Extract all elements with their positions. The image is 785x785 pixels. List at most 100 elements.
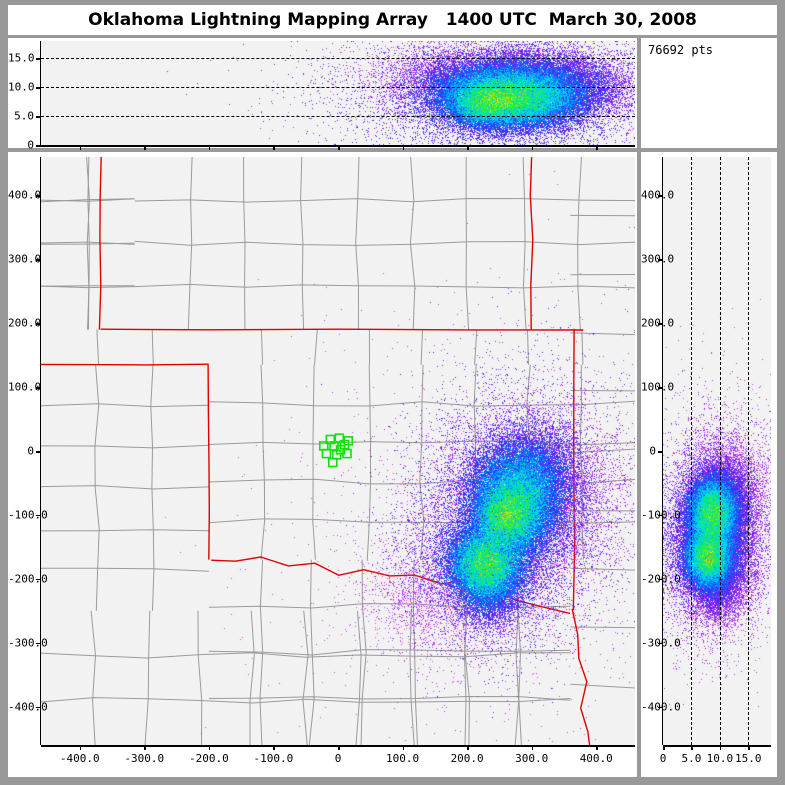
y-axis-line [39,41,41,145]
y-tick [658,387,663,389]
y-tick [658,259,663,261]
y-tick-label: -300.0 [641,636,681,649]
y-tick-label: 400.0 [8,188,42,202]
y-tick-label: -100.0 [641,508,681,521]
y-tick-label: 300.0 [641,252,675,266]
y-tick-label: 10.0 [8,80,35,94]
x-tick [402,745,405,750]
y-tick [658,578,663,581]
y-tick-label: -100.0 [8,508,48,522]
x-tick [531,145,534,150]
x-tick [402,145,405,150]
x-tick [467,145,469,150]
y-tick [36,58,41,60]
y-tick [658,642,663,645]
y-tick-label: 0 [27,444,34,458]
gridline-vertical [691,157,693,745]
y-tick [36,706,41,709]
x-tick [338,145,340,150]
y-tick-label: 200.0 [641,316,675,330]
x-tick-label: -400.0 [59,752,100,765]
x-tick-label: 300.0 [515,752,549,765]
y-tick-label: 100.0 [8,380,42,394]
y-tick-label: 15.0 [8,51,35,65]
y-tick [36,116,41,118]
x-tick [273,145,275,150]
x-tick-label: -100.0 [253,752,294,765]
x-tick-label: 200.0 [450,752,484,765]
gridline-horizontal [41,116,635,118]
x-tick [144,145,146,150]
y-tick-label: -300.0 [8,636,48,650]
x-tick [144,745,146,750]
y-tick [658,514,663,517]
x-tick-label: 10.0 [706,752,734,765]
lma-station-marker [334,433,345,444]
y-tick [36,323,41,325]
x-tick [79,145,82,150]
x-tick [596,745,598,750]
x-tick-label: -200.0 [188,752,229,765]
x-axis-line [663,745,771,747]
altitude-vs-east-west-panel: -400.0-300.0-200.0-100.00100.0200.0300.0… [8,38,637,165]
lightning-points-canvas-alt [663,157,771,745]
x-tick [531,745,534,750]
x-tick [338,745,340,750]
x-tick [208,745,211,750]
point-count-label: 76692 pts [648,43,714,57]
x-tick [273,745,275,750]
gridline-vertical [719,157,721,745]
lightning-points-canvas-top [41,41,635,145]
y-tick [658,195,663,197]
x-tick [208,145,211,150]
y-tick [36,642,41,645]
y-tick [36,387,41,389]
x-tick-label: 0 [659,752,667,765]
y-tick-label: -200.0 [641,572,681,585]
y-tick [36,578,41,581]
x-tick-label: 0 [334,752,342,765]
y-tick [36,195,41,197]
y-tick-label: -400.0 [641,700,681,713]
station-squares [318,433,354,468]
y-tick-label: -200.0 [8,572,48,586]
gridline-horizontal [41,87,635,89]
y-tick-label: 300.0 [8,252,42,266]
y-tick [36,451,41,453]
y-tick [36,145,41,147]
x-tick-label: 5.0 [681,752,702,765]
x-tick [719,745,722,750]
point-count-panel: 76692 pts [641,38,777,148]
y-tick-label: 100.0 [641,380,675,394]
altitude-vs-north-south-plot[interactable] [663,157,771,745]
x-tick [467,745,469,750]
altitude-vs-north-south-panel: 0 5.0 10.015.0 -400.0 -300.0 -200.0 -100.0 0 100… [641,152,777,777]
x-tick-label: 15.0 [735,752,762,765]
lma-station-marker [327,457,338,468]
x-tick-label: 400.0 [579,752,613,765]
lma-station-marker [335,444,346,455]
y-tick [36,87,41,89]
altitude-vs-east-west-plot[interactable] [41,41,635,145]
y-tick [36,259,41,261]
plan-view-map-panel: -400.0 -300.0 -200.0 -100.0 0 100.0 200.0 300.0… [8,152,637,777]
x-tick [748,745,750,750]
y-tick [658,706,663,709]
y-tick-label: 5.0 [14,109,34,123]
x-tick [663,745,665,750]
title-panel: Oklahoma Lightning Mapping Array 1400 UT… [8,5,777,35]
lma-station-marker [321,448,332,459]
lma-station-markers [318,433,354,468]
gridline-horizontal [41,58,635,60]
y-tick [658,323,663,325]
y-tick-label: 0 [649,444,656,458]
y-tick [658,451,663,453]
y-tick-label: 200.0 [8,316,42,330]
plan-view-map-plot[interactable] [41,157,635,745]
y-tick-label: 400.0 [641,188,675,202]
x-tick-label: 100.0 [386,752,420,765]
x-tick [691,745,693,750]
x-tick [79,745,82,750]
y-tick [36,514,41,517]
